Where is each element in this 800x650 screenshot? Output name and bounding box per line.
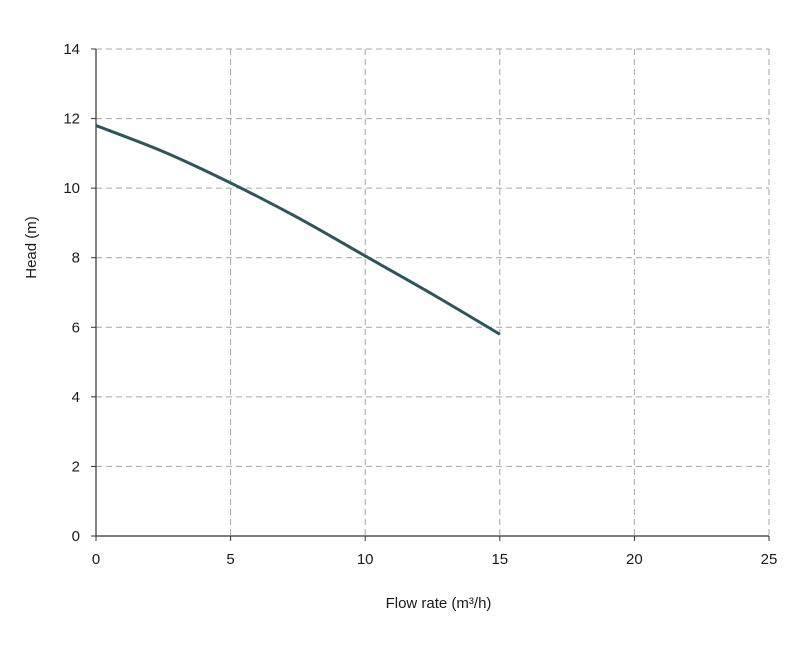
- y-tick-label-10: 10: [63, 180, 80, 197]
- grid-lines: [96, 48, 770, 536]
- x-tick-label-0: 0: [92, 551, 100, 568]
- y-tick-label-4: 4: [72, 389, 80, 406]
- x-axis-label: Flow rate (m³/h): [386, 595, 492, 612]
- y-tick-label-12: 12: [63, 111, 80, 128]
- y-tick-label-6: 6: [72, 319, 80, 336]
- x-tick-label-10: 10: [357, 551, 374, 568]
- axes: [91, 48, 770, 541]
- series-line-0: [95, 124, 501, 336]
- y-tick-label-0: 0: [72, 528, 80, 545]
- y-axis-label: Head (m): [23, 216, 40, 279]
- y-tick-label-14: 14: [63, 41, 80, 58]
- series-layer: [95, 124, 501, 336]
- x-tick-label-20: 20: [626, 551, 643, 568]
- y-tick-label-2: 2: [72, 458, 80, 475]
- y-tick-label-8: 8: [72, 250, 80, 267]
- x-tick-label-15: 15: [491, 551, 508, 568]
- x-tick-label-25: 25: [761, 551, 778, 568]
- x-tick-label-5: 5: [226, 551, 234, 568]
- tick-labels: 0 5 10 15 20 25 0 2 4 6 8 10 12 14: [63, 41, 777, 568]
